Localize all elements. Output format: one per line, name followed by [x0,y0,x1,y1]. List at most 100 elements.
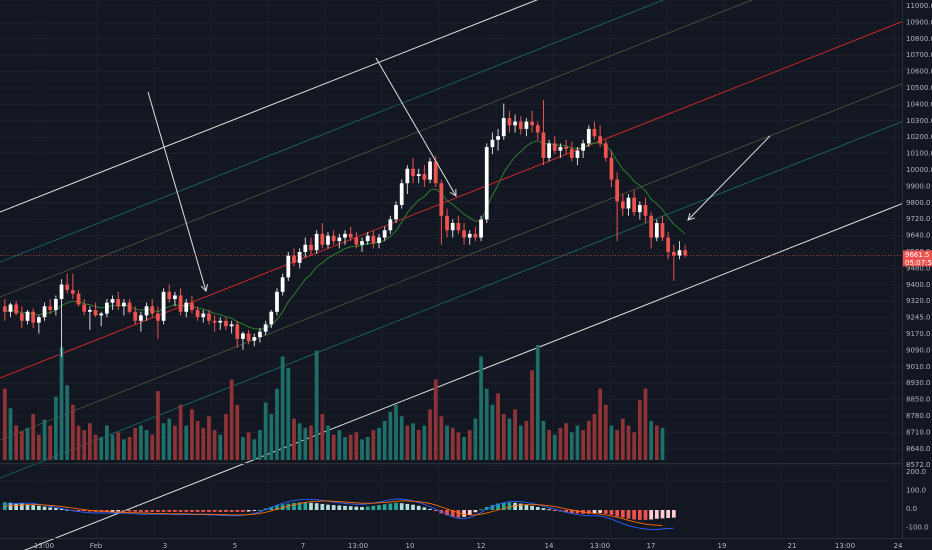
candle-body [156,313,160,321]
candle [649,212,654,249]
candle [575,147,580,166]
arrow-shaft [687,135,771,221]
macd-histogram-bar [530,505,534,510]
macd-histogram-bar [195,510,200,512]
macd-histogram-bar [620,510,625,518]
candle-body [224,320,228,327]
candles[interactable] [2,99,688,358]
candle [399,179,404,209]
price-tick-label: 8710.0 [906,428,931,436]
annotation-arrow [375,57,457,197]
volume-bar [592,414,597,460]
price-tick-label: 9480.0 [906,264,931,272]
volume-bar [365,437,370,460]
candle-body [116,299,121,307]
candle-body [677,250,682,256]
volume-bar [235,404,240,460]
time-tick-label: 19 [718,542,727,550]
candle [314,230,319,254]
volume-bar [195,420,200,460]
macd-histogram-bar [552,510,557,511]
candle-body [122,302,126,307]
macd-histogram-bar [184,510,189,512]
candle [48,299,53,314]
candle-body [462,230,466,238]
arrow-shaft [375,57,457,197]
macd-histogram-bar [133,510,138,512]
candle-body [660,223,665,238]
volume-bar [371,430,376,460]
macd-histogram-bar [666,510,671,518]
macd-histogram-bar [82,510,87,512]
volume-bar [552,434,557,460]
volume-bar [25,427,30,460]
volume-bar [360,439,364,460]
price-axis[interactable]: 11000.0 10900.0 10800.0 10700.0 10600.0 10500… [906,2,932,469]
macd-histogram-bar [394,502,398,510]
macd-histogram-bar [467,510,472,515]
macd-axis[interactable]: 200.0 100.0 0.0 -100.0 [906,468,929,532]
candle [354,232,359,249]
candle-body [133,311,138,321]
last-price-badge [903,250,932,267]
candle [643,197,648,224]
time-tick-label: 13:00 [835,542,855,550]
volume-bar [507,418,512,460]
candle-body [626,197,631,209]
candle-body [632,197,637,213]
candle [371,230,376,249]
volume-bar [258,430,262,460]
macd-histogram-bar [331,505,336,510]
volume-bar [558,427,563,460]
volume-bar [36,434,41,460]
macd-histogram-bar [484,506,489,510]
candle [609,150,614,187]
candle-body [598,136,602,144]
macd-histogram-bar [252,510,257,511]
candle-body [575,150,580,158]
candle-body [524,121,529,129]
candle-body [110,299,115,303]
volume-bar [462,437,466,460]
candle-body [564,147,568,149]
time-tick-label: 13:00 [348,542,368,550]
candle-body [484,147,489,220]
volume-bar [326,425,330,460]
volume-bar [473,418,478,460]
volume-bar [122,439,126,460]
macd-histogram-bar [297,502,302,510]
macd-histogram-bar [603,510,608,514]
candle [439,179,444,245]
candle-body [473,233,478,238]
volume-bar [524,420,529,460]
volume-bar [263,402,268,460]
macd-histogram-bar [456,510,461,518]
candle [530,110,534,133]
candle-body [450,223,455,231]
candle [467,230,472,245]
macd-histogram-bar [462,510,466,517]
candle [82,299,87,316]
candle [632,190,637,216]
macd-histogram-bar [229,510,234,512]
time-axis[interactable]: 13:00 Feb 3 5 7 13:00 10 12 14 13:00 17 19 21 13:00 24 [34,542,903,550]
volume-bar [207,416,211,460]
volume-bar [252,439,257,460]
candle-body [42,306,47,318]
candle [229,320,234,334]
last-price-label: 9661.5 [905,251,930,259]
price-tick-label: 9245.0 [906,314,931,322]
volume-bar [99,437,104,460]
volume-bar [439,416,444,460]
macd-histogram-bar [496,503,500,510]
volume-bar [76,425,81,460]
candle [258,328,262,343]
macd-histogram-bar [524,504,529,510]
candle [280,273,285,296]
volume-bar [303,427,308,460]
candle-body [399,183,404,205]
candle-body [218,320,223,323]
candle-body [275,291,279,312]
macd-histogram-bar [643,510,648,520]
